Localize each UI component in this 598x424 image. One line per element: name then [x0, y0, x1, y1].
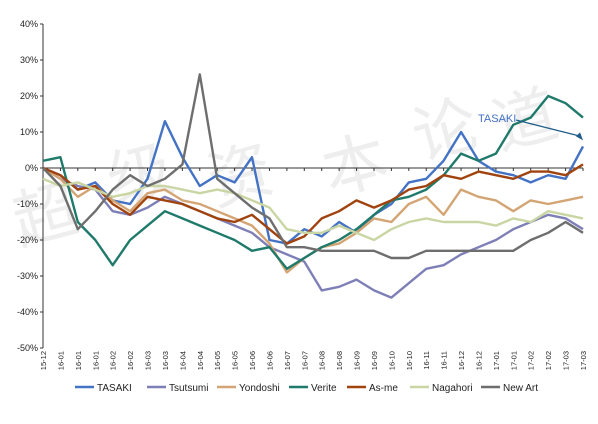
x-tick-label: 16-11	[440, 351, 449, 370]
y-tick-label: 40%	[20, 19, 38, 29]
legend-label-yondoshi: Yondoshi	[239, 383, 280, 394]
y-tick-label: -30%	[17, 271, 38, 281]
y-tick-label: -50%	[17, 343, 38, 353]
x-tick-label: 16-07	[283, 351, 292, 370]
series-line-new-art	[42, 73, 584, 260]
x-tick-label: 16-08	[318, 351, 327, 370]
x-tick-label: 15-12	[39, 351, 48, 370]
y-tick-label: 0%	[25, 163, 38, 173]
legend-label-nagahori: Nagahori	[432, 383, 473, 394]
x-tick-label: 17-03	[579, 351, 588, 370]
x-tick-label: 17-01	[492, 351, 501, 370]
y-tick-label: 30%	[20, 55, 38, 65]
annotation-arrow	[515, 119, 582, 138]
y-tick-label: -20%	[17, 235, 38, 245]
annotation-label: TASAKI	[478, 113, 516, 125]
legend-label-tsutsumi: Tsutsumi	[169, 383, 208, 394]
x-tick-label: 16-02	[126, 351, 135, 370]
x-tick-label: 16-03	[144, 351, 153, 370]
x-tick-label: 16-10	[387, 351, 396, 370]
x-tick-label: 16-09	[353, 351, 362, 370]
legend-label-verite: Verite	[311, 383, 337, 394]
x-tick-label: 16-09	[370, 351, 379, 370]
y-tick-label: 20%	[20, 91, 38, 101]
x-tick-label: 16-07	[300, 351, 309, 370]
x-tick-label: 16-02	[109, 351, 118, 370]
y-tick-label: 10%	[20, 127, 38, 137]
y-tick-label: -10%	[17, 199, 38, 209]
x-tick-label: 16-03	[161, 351, 170, 370]
x-tick-label: 16-08	[335, 351, 344, 370]
y-axis: 40% 30% 20% 10% 0% -10% -20% -30% -40% -50%	[17, 19, 44, 353]
legend-label-new-art: New Art	[503, 383, 538, 394]
legend: TASAKI Tsutsumi Yondoshi Verite As-me Nagahor…	[75, 383, 538, 394]
watermark-glyph: 论	[405, 87, 486, 175]
series-line-nagahori	[42, 177, 584, 242]
y-tick-label: -40%	[17, 307, 38, 317]
x-tick-label: 16-10	[405, 351, 414, 370]
x-axis: 15-12 16-01 16-01 16-01 16-02 16-02 16-03 16-03…	[39, 167, 588, 370]
series-line-tsutsumi	[42, 166, 584, 299]
x-tick-label: 17-01	[509, 351, 518, 370]
legend-label-as-me: As-me	[369, 383, 398, 394]
series-line-verite	[42, 94, 584, 270]
x-tick-label: 16-06	[248, 351, 257, 370]
x-tick-label: 16-05	[231, 351, 240, 370]
x-tick-label: 16-01	[91, 351, 100, 370]
legend-label-tasaki: TASAKI	[97, 383, 132, 394]
x-tick-label: 16-11	[422, 351, 431, 370]
x-tick-label: 16-04	[178, 351, 187, 370]
x-tick-label: 16-01	[56, 351, 65, 370]
x-tick-label: 17-02	[527, 351, 536, 370]
x-tick-label: 17-03	[562, 351, 571, 370]
watermark-glyph: 本	[315, 122, 396, 210]
annotation-arrowhead	[576, 132, 583, 141]
x-tick-label: 16-05	[213, 351, 222, 370]
x-tick-label: 16-01	[74, 351, 83, 370]
x-tick-label: 16-12	[474, 351, 483, 370]
series-line-as-me	[42, 163, 584, 245]
x-tick-label: 16-12	[457, 351, 466, 370]
x-tick-label: 16-04	[196, 351, 205, 370]
annotation: TASAKI	[478, 113, 583, 141]
series-layer	[42, 73, 585, 299]
x-tick-label: 16-06	[265, 351, 274, 370]
x-tick-label: 17-02	[544, 351, 553, 370]
